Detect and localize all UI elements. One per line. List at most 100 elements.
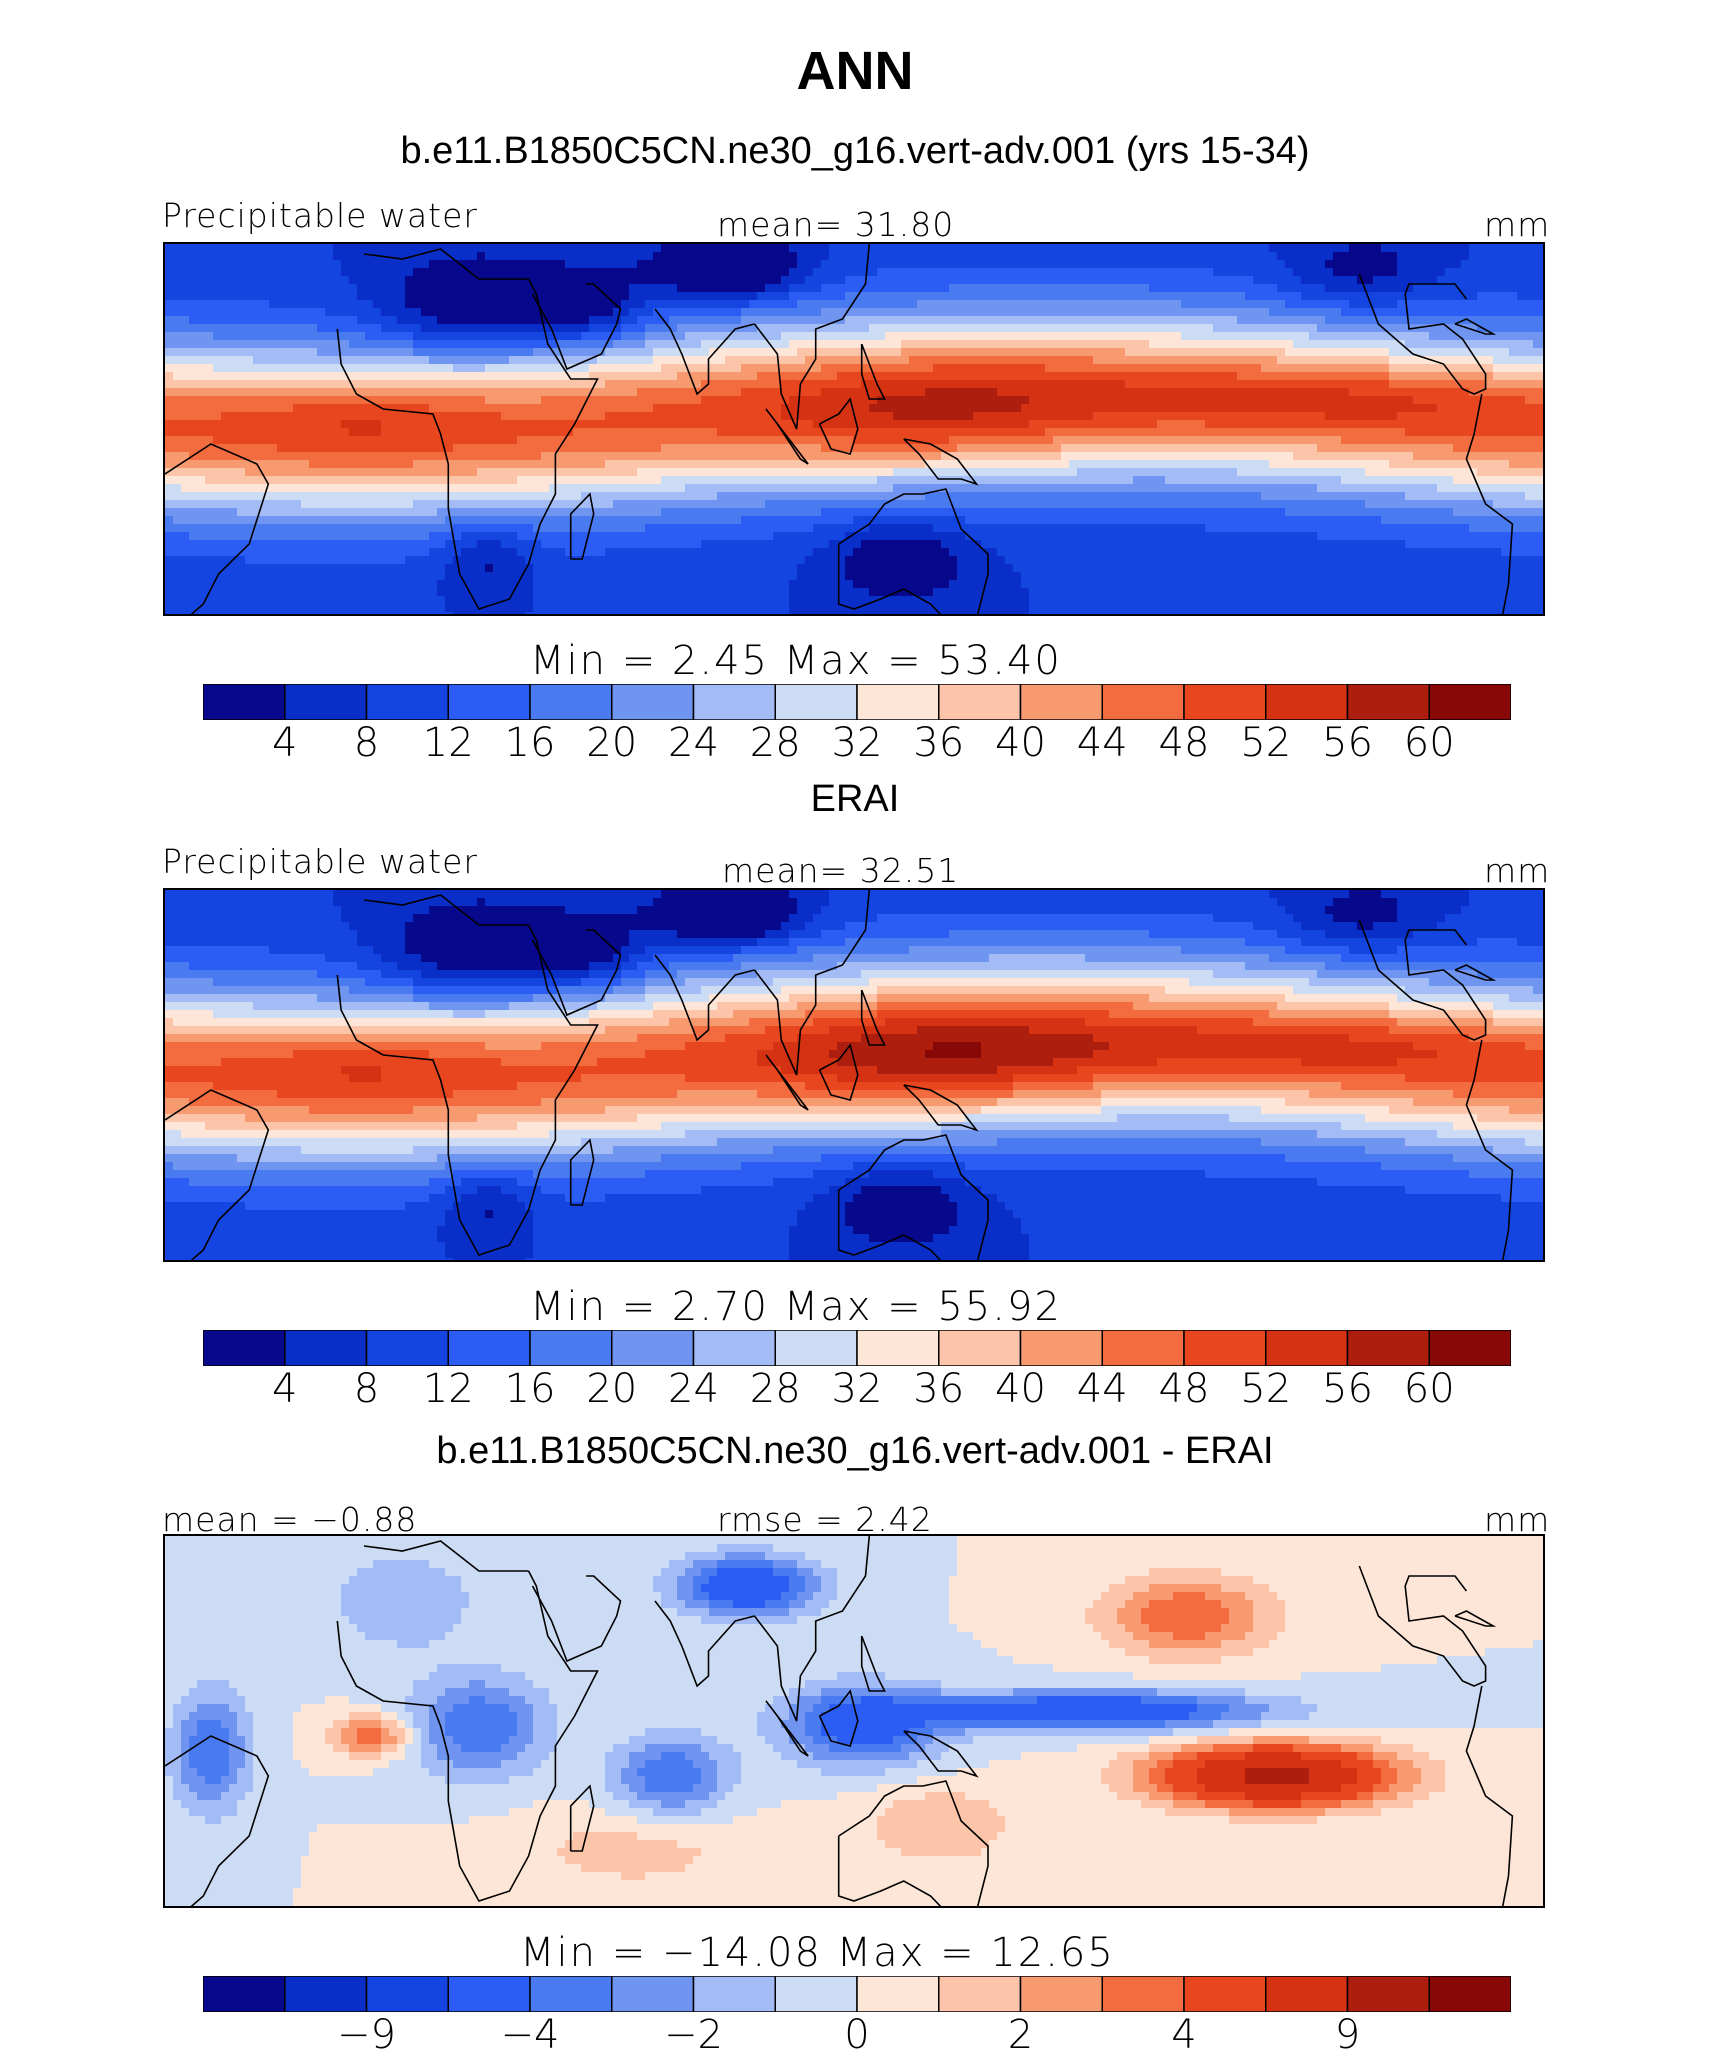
colorbar-swatch — [856, 684, 940, 720]
colorbar-swatch — [611, 1976, 695, 2012]
colorbar-swatch — [1346, 1976, 1430, 2012]
colorbar-swatch — [774, 1976, 858, 2012]
coastline — [363, 248, 529, 280]
colorbar-swatch — [692, 1976, 776, 2012]
coastline — [837, 1780, 989, 1906]
coastline — [1454, 318, 1497, 335]
panel-1-map — [163, 242, 1545, 616]
colorbar-swatch — [1019, 1330, 1103, 1366]
colorbar-swatch — [774, 684, 858, 720]
colorbar-swatch — [1183, 1330, 1267, 1366]
colorbar-tick-label: 36 — [913, 720, 964, 766]
coastline — [165, 443, 270, 614]
colorbar-swatch — [1183, 1976, 1267, 2012]
coastline — [837, 488, 989, 614]
panel-2-minmax: Min = 2.70 Max = 55.92 — [530, 1284, 1062, 1330]
colorbar-swatch — [447, 1330, 531, 1366]
figure-title: ANN — [0, 40, 1710, 102]
colorbar-swatch — [856, 1976, 940, 2012]
panel-1-title: b.e11.B1850C5CN.ne30_g16.vert-adv.001 (y… — [0, 130, 1710, 173]
colorbar-swatch — [1101, 1330, 1185, 1366]
colorbar-tick-label: 9 — [1335, 2012, 1360, 2058]
colorbar-tick-label: 56 — [1322, 1366, 1373, 1412]
colorbar-tick-label: 40 — [995, 1366, 1046, 1412]
colorbar-swatch — [938, 1330, 1022, 1366]
colorbar-tick-label: 36 — [913, 1366, 964, 1412]
colorbar-tick-label: 8 — [354, 1366, 379, 1412]
colorbar-tick-label: 52 — [1240, 720, 1291, 766]
colorbar-swatch — [1428, 684, 1511, 720]
colorbar-swatch — [284, 1976, 368, 2012]
colorbar-tick-label: 60 — [1404, 1366, 1455, 1412]
panel-2-mean-label: mean= 32.51 — [722, 851, 959, 890]
colorbar-tick-label: 4 — [272, 720, 297, 766]
panel-3-colorbar — [203, 1976, 1511, 2012]
colorbar-swatch — [1265, 1976, 1349, 2012]
colorbar-swatch — [774, 1330, 858, 1366]
colorbar-swatch — [611, 684, 695, 720]
coastline — [860, 343, 886, 400]
colorbar-swatch — [529, 684, 613, 720]
colorbar-swatch — [529, 1976, 613, 2012]
coastline — [753, 244, 871, 430]
coastline — [1358, 1565, 1487, 1687]
coastline — [837, 1134, 989, 1260]
panel-1-colorbar — [203, 684, 1511, 720]
colorbar-tick-label: 40 — [995, 720, 1046, 766]
panel-3-mean-label: mean = −0.88 — [162, 1500, 417, 1539]
coastline — [1358, 919, 1487, 1041]
colorbar-tick-label: −4 — [501, 2012, 560, 2058]
panel-3-units-label: mm — [1484, 1500, 1550, 1539]
colorbar-swatch — [1019, 1976, 1103, 2012]
colorbar-swatch — [1428, 1330, 1511, 1366]
colorbar-tick-label: 4 — [272, 1366, 297, 1412]
coastline — [753, 890, 871, 1076]
panel-3-colorbar-ticks: −9 −4 −2 0 2 4 9 — [0, 2012, 1710, 2058]
colorbar-swatch — [203, 1976, 286, 2012]
colorbar-tick-label: 60 — [1404, 720, 1455, 766]
colorbar-tick-label: 8 — [354, 720, 379, 766]
colorbar-tick-label: 52 — [1240, 1366, 1291, 1412]
coastline — [753, 1536, 871, 1722]
coastline — [336, 278, 599, 610]
colorbar-tick-label: −2 — [664, 2012, 723, 2058]
colorbar-swatch — [365, 684, 449, 720]
panel-1-units-label: mm — [1484, 205, 1550, 244]
colorbar-swatch — [1101, 1976, 1185, 2012]
colorbar-swatch — [1101, 684, 1185, 720]
colorbar-swatch — [529, 1330, 613, 1366]
coastline — [569, 492, 595, 560]
colorbar-swatch — [447, 684, 531, 720]
colorbar-tick-label: 20 — [586, 1366, 637, 1412]
panel-3-minmax: Min = −14.08 Max = 12.65 — [520, 1930, 1115, 1976]
coastline — [336, 1570, 599, 1902]
colorbar-swatch — [1265, 684, 1349, 720]
colorbar-swatch — [692, 1330, 776, 1366]
coastline — [818, 1689, 859, 1747]
coastline — [1358, 273, 1487, 395]
coastline — [903, 1084, 979, 1132]
coastline — [765, 1054, 809, 1111]
colorbar-swatch — [856, 1330, 940, 1366]
coastline — [531, 929, 622, 1017]
coastline — [531, 1575, 622, 1663]
coastline — [818, 1043, 859, 1101]
colorbar-tick-label: 20 — [586, 720, 637, 766]
panel-2-map — [163, 888, 1545, 1262]
colorbar-swatch — [365, 1976, 449, 2012]
colorbar-swatch — [203, 684, 286, 720]
colorbar-tick-label: 32 — [832, 1366, 883, 1412]
colorbar-swatch — [365, 1330, 449, 1366]
colorbar-tick-label: 12 — [423, 1366, 474, 1412]
coastline — [165, 1735, 270, 1906]
colorbar-tick-label: 24 — [668, 1366, 719, 1412]
panel-3-rmse-label: rmse = 2.42 — [717, 1500, 933, 1539]
panel-2-variable-label: Precipitable water — [162, 842, 478, 881]
coastline — [1454, 1610, 1497, 1627]
colorbar-tick-label: 24 — [668, 720, 719, 766]
colorbar-swatch — [1346, 684, 1430, 720]
colorbar-tick-label: 0 — [844, 2012, 869, 2058]
colorbar-swatch — [1346, 1330, 1430, 1366]
colorbar-tick-label: 48 — [1159, 1366, 1210, 1412]
colorbar-swatch — [938, 1976, 1022, 2012]
